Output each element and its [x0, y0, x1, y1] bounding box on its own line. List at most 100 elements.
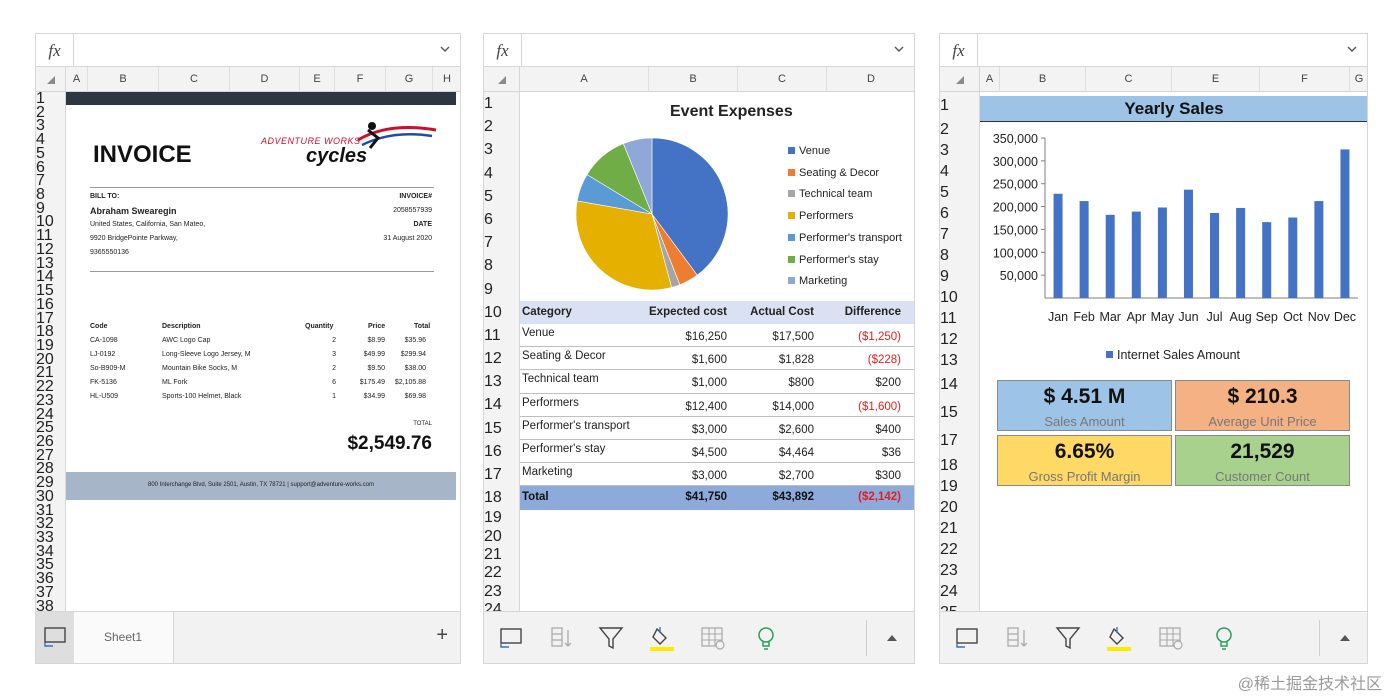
column-label[interactable]: B — [649, 67, 738, 92]
row-label[interactable]: 19 — [940, 478, 958, 495]
row-label[interactable]: 22 — [484, 564, 502, 582]
row-label[interactable]: 27 — [36, 446, 54, 464]
row-label[interactable]: 29 — [36, 474, 54, 492]
row-label[interactable]: 11 — [940, 310, 957, 327]
row-label[interactable]: 22 — [940, 541, 958, 558]
row-label[interactable]: 8 — [484, 257, 493, 275]
row-label[interactable]: 14 — [484, 396, 502, 414]
row-label[interactable]: 25 — [36, 419, 54, 437]
row-label[interactable]: 6 — [484, 210, 493, 228]
row-label[interactable]: 18 — [484, 489, 502, 507]
row-label[interactable]: 28 — [36, 460, 54, 478]
column-label[interactable]: C — [738, 67, 827, 92]
filter-icon[interactable] — [1054, 624, 1082, 652]
row-label[interactable]: 33 — [36, 529, 54, 546]
row-label[interactable]: 13 — [36, 254, 54, 272]
row-label[interactable]: 3 — [940, 142, 949, 159]
column-label[interactable]: D — [230, 67, 300, 92]
formula-bar[interactable]: fx — [940, 34, 1367, 67]
row-label[interactable]: 5 — [484, 187, 493, 205]
row-label[interactable]: 26 — [36, 432, 54, 450]
row-label[interactable]: 16 — [484, 442, 502, 460]
column-label[interactable]: F — [1260, 67, 1350, 92]
lightbulb-icon[interactable] — [1210, 624, 1238, 652]
row-label[interactable]: 36 — [36, 570, 54, 588]
sheet-view-button[interactable] — [36, 612, 74, 663]
row-label[interactable]: 21 — [484, 545, 502, 563]
row-label[interactable]: 34 — [36, 542, 54, 560]
row-label[interactable]: 4 — [940, 163, 949, 180]
select-all-corner[interactable] — [36, 67, 66, 92]
row-label[interactable]: 20 — [940, 499, 958, 516]
row-label[interactable]: 4 — [484, 164, 493, 182]
row-label[interactable]: 13 — [484, 373, 502, 391]
row-label[interactable]: 10 — [484, 303, 502, 321]
table-image-icon[interactable] — [699, 624, 727, 652]
row-label[interactable]: 13 — [940, 352, 958, 369]
row-label[interactable]: 17 — [484, 466, 502, 483]
chevron-down-icon[interactable] — [894, 46, 904, 53]
sort-icon[interactable] — [547, 624, 575, 652]
chevron-down-icon[interactable] — [1347, 46, 1357, 53]
row-label[interactable]: 10 — [36, 213, 54, 231]
row-label[interactable]: 2 — [484, 118, 493, 136]
row-label[interactable]: 8 — [940, 247, 949, 264]
column-label[interactable]: C — [1086, 67, 1172, 92]
column-label[interactable]: E — [1172, 67, 1260, 92]
row-label[interactable]: 4 — [36, 131, 45, 149]
row-label[interactable]: 1 — [484, 95, 493, 112]
row-label[interactable]: 35 — [36, 556, 54, 574]
row-label[interactable]: 14 — [940, 376, 958, 393]
row-label[interactable]: 21 — [36, 364, 54, 382]
row-label[interactable]: 2 — [36, 103, 45, 121]
column-label[interactable]: B — [1000, 67, 1086, 92]
row-label[interactable]: 15 — [484, 419, 502, 437]
expand-up-icon[interactable] — [1331, 624, 1359, 652]
row-label[interactable]: 11 — [484, 326, 501, 344]
column-label[interactable]: G — [1350, 67, 1367, 92]
add-sheet-button[interactable]: + — [436, 624, 448, 646]
row-label[interactable]: 1 — [36, 90, 45, 107]
row-label[interactable]: 38 — [36, 597, 54, 615]
row-label[interactable]: 5 — [940, 184, 949, 201]
column-label[interactable]: A — [66, 67, 88, 92]
row-label[interactable]: 18 — [36, 323, 54, 341]
row-label[interactable]: 1 — [940, 97, 949, 114]
select-all-corner[interactable] — [484, 67, 520, 92]
column-label[interactable]: A — [520, 67, 649, 92]
row-label[interactable]: 12 — [940, 331, 958, 348]
monitor-icon[interactable] — [498, 624, 526, 652]
row-label[interactable]: 7 — [484, 234, 493, 252]
row-label[interactable]: 31 — [36, 501, 54, 519]
row-label[interactable]: 24 — [36, 405, 54, 423]
column-label[interactable]: E — [300, 67, 335, 92]
row-label[interactable]: 8 — [36, 186, 45, 204]
column-label[interactable]: A — [980, 67, 1000, 92]
filter-icon[interactable] — [597, 624, 625, 652]
row-label[interactable]: 19 — [36, 336, 54, 354]
row-label[interactable]: 22 — [36, 378, 54, 396]
formula-bar[interactable]: fx — [484, 34, 914, 67]
column-label[interactable]: G — [386, 67, 433, 92]
row-label[interactable]: 7 — [36, 172, 45, 190]
row-label[interactable]: 6 — [36, 158, 45, 176]
row-label[interactable]: 6 — [940, 205, 949, 222]
row-label[interactable]: 21 — [940, 520, 958, 537]
row-label[interactable]: 14 — [36, 268, 54, 286]
table-image-icon[interactable] — [1157, 624, 1185, 652]
row-label[interactable]: 10 — [940, 289, 958, 306]
row-label[interactable]: 24 — [940, 583, 958, 600]
row-label[interactable]: 23 — [484, 582, 502, 600]
row-label[interactable]: 23 — [36, 391, 54, 409]
row-label[interactable]: 15 — [940, 404, 958, 421]
row-label[interactable]: 9 — [36, 199, 45, 217]
row-label[interactable]: 3 — [36, 117, 45, 135]
sort-icon[interactable] — [1003, 624, 1031, 652]
row-label[interactable]: 20 — [484, 527, 502, 545]
row-label[interactable]: 19 — [484, 509, 502, 527]
row-label[interactable]: 17 — [940, 432, 958, 449]
column-label[interactable]: D — [827, 67, 914, 92]
fill-color-icon[interactable] — [1105, 624, 1133, 652]
chevron-down-icon[interactable] — [440, 46, 450, 53]
row-label[interactable]: 30 — [36, 487, 54, 505]
